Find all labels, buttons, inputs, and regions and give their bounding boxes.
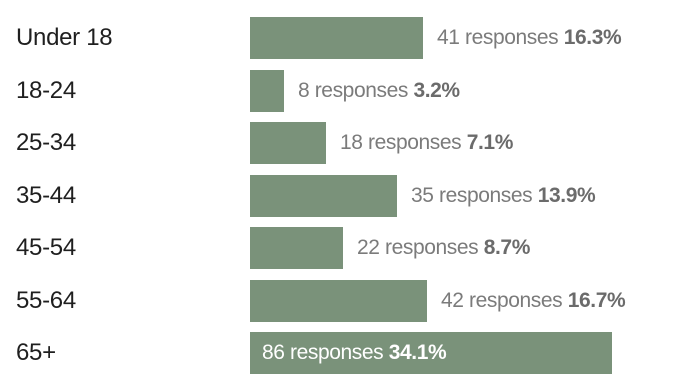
- percentage-label: 13.9%: [537, 184, 596, 207]
- data-label: 35 responses 13.9%: [411, 174, 596, 218]
- percentage-label: 8.7%: [483, 236, 531, 259]
- category-label: Under 18: [16, 24, 113, 51]
- percentage-label: 16.7%: [567, 289, 626, 312]
- bar: [250, 332, 612, 374]
- data-label: 41 responses 16.3%: [437, 16, 622, 60]
- response-count: 18 responses: [340, 131, 467, 154]
- response-count: 8 responses: [298, 79, 414, 102]
- category-label: 65+: [16, 339, 56, 366]
- bar: [250, 122, 326, 164]
- data-label: 22 responses 8.7%: [357, 226, 530, 270]
- bar: [250, 280, 427, 322]
- bar-row: 65+ 86 responses 34.1%: [0, 331, 684, 375]
- data-label: 18 responses 7.1%: [340, 121, 513, 165]
- response-count: 22 responses: [357, 236, 484, 259]
- data-label: 8 responses 3.2%: [298, 69, 460, 113]
- category-label: 45-54: [16, 234, 76, 261]
- bar: [250, 70, 284, 112]
- category-label: 55-64: [16, 287, 76, 314]
- category-label: 25-34: [16, 129, 76, 156]
- data-label: 42 responses 16.7%: [441, 279, 626, 323]
- percentage-label: 3.2%: [413, 79, 460, 102]
- category-label: 18-24: [16, 77, 76, 104]
- bar-row: 25-34 18 responses 7.1%: [0, 121, 684, 165]
- bar: [250, 175, 397, 217]
- bar-row: 45-54 22 responses 8.7%: [0, 226, 684, 270]
- response-count: 35 responses: [411, 184, 538, 207]
- bar: [250, 227, 343, 269]
- bar-row: Under 18 41 responses 16.3%: [0, 16, 684, 60]
- percentage-label: 16.3%: [563, 26, 622, 49]
- category-label: 35-44: [16, 182, 76, 209]
- response-count: 86 responses: [262, 341, 389, 364]
- bar-row: 18-24 8 responses 3.2%: [0, 69, 684, 113]
- bar-row: 55-64 42 responses 16.7%: [0, 279, 684, 323]
- bar-row: 35-44 35 responses 13.9%: [0, 174, 684, 218]
- response-count: 42 responses: [441, 289, 568, 312]
- percentage-label: 34.1%: [388, 341, 447, 364]
- data-label: 86 responses 34.1%: [262, 331, 447, 375]
- response-count: 41 responses: [437, 26, 564, 49]
- bar: [250, 17, 423, 59]
- percentage-label: 7.1%: [466, 131, 514, 154]
